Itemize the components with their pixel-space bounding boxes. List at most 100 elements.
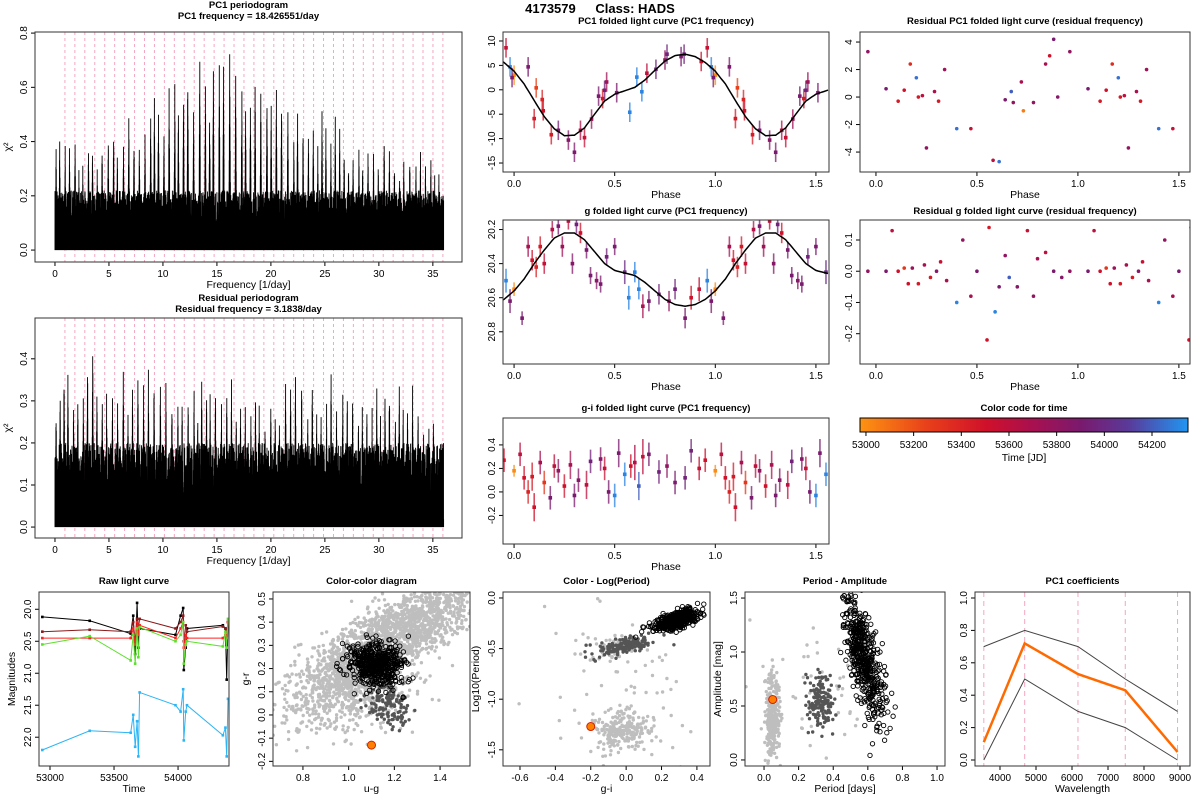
data-point — [433, 601, 437, 606]
data-point — [652, 724, 656, 728]
data-point — [411, 637, 415, 641]
data-point — [405, 603, 409, 608]
data-point — [392, 712, 396, 716]
data-point — [459, 563, 462, 566]
data-point — [379, 726, 383, 730]
y-tick-label: 20.8 — [487, 322, 498, 342]
colorbar-segment — [948, 418, 951, 432]
data-point — [407, 718, 411, 722]
data-point — [602, 466, 607, 471]
data-point — [664, 653, 668, 657]
y-tick-label: -2 — [844, 120, 855, 129]
data-point — [705, 278, 710, 283]
colorbar-segment — [1028, 418, 1031, 432]
data-point — [613, 652, 617, 656]
x-tick-label: 54200 — [1138, 440, 1166, 451]
data-point — [1047, 53, 1052, 58]
data-point — [731, 258, 736, 263]
data-point — [633, 460, 637, 465]
x-tick-label: 0 — [52, 269, 58, 280]
data-point — [634, 743, 638, 748]
y-tick-label: 0.0 — [844, 264, 855, 278]
data-point — [398, 674, 404, 681]
data-point — [328, 666, 333, 671]
data-point — [348, 621, 353, 626]
data-point — [376, 627, 380, 632]
data-point — [405, 661, 411, 667]
data-point — [425, 604, 429, 608]
data-point — [326, 703, 330, 707]
data-point — [135, 601, 139, 605]
data-point — [349, 599, 354, 603]
data-point — [422, 638, 426, 642]
data-point — [542, 261, 547, 266]
data-point — [340, 676, 344, 680]
data-point — [355, 641, 361, 647]
data-point — [604, 638, 608, 643]
colorbar-segment — [1150, 418, 1153, 432]
data-point — [312, 679, 316, 683]
data-point — [412, 595, 417, 599]
y-axis-label: χ² — [2, 142, 14, 152]
data-point — [314, 731, 319, 735]
data-point — [356, 624, 360, 628]
colorbar-segment — [1126, 418, 1129, 432]
data-point — [616, 743, 620, 747]
periodogram-0 — [54, 32, 445, 262]
data-point — [248, 717, 251, 720]
chart-title: g folded light curve (PC1 frequency) — [584, 206, 747, 217]
data-point — [916, 95, 921, 99]
data-point — [442, 642, 446, 647]
data-point — [403, 587, 406, 590]
data-point — [618, 703, 622, 707]
data-point — [376, 644, 382, 650]
data-point — [1059, 275, 1064, 280]
data-point — [285, 718, 289, 722]
data-point — [396, 710, 400, 715]
data-point — [607, 647, 611, 651]
data-point — [1146, 278, 1151, 283]
y-tick-label: 5 — [487, 62, 498, 68]
data-point — [447, 570, 450, 573]
y-tick-label: -15 — [487, 155, 498, 170]
data-point — [471, 552, 474, 555]
data-point — [414, 674, 418, 678]
colorbar-segment — [978, 418, 981, 432]
data-point — [310, 655, 314, 659]
data-point — [330, 658, 334, 663]
colorbar-segment — [958, 418, 961, 432]
data-point — [311, 712, 315, 716]
data-point — [311, 691, 315, 695]
data-point — [320, 698, 325, 703]
data-point — [286, 737, 291, 742]
data-point — [299, 697, 304, 702]
data-point — [321, 676, 325, 680]
data-point — [347, 685, 351, 689]
data-point — [617, 728, 622, 733]
data-point — [311, 708, 315, 713]
data-point — [789, 459, 794, 464]
data-point — [363, 697, 368, 701]
data-point — [407, 688, 412, 692]
data-point — [735, 86, 740, 90]
data-point — [347, 630, 352, 635]
data-point — [1112, 266, 1117, 270]
data-point — [522, 476, 526, 480]
data-point — [335, 652, 339, 656]
data-point — [293, 645, 297, 649]
data-point — [625, 735, 629, 739]
data-point — [399, 720, 403, 724]
chart-title: Residual g folded light curve (residual … — [913, 206, 1136, 217]
data-point — [629, 704, 633, 708]
data-point — [429, 629, 433, 633]
data-point — [627, 636, 632, 640]
data-point — [446, 580, 449, 583]
model-curve — [503, 53, 829, 137]
colorbar-segment — [988, 418, 991, 432]
data-point — [386, 720, 390, 725]
data-point — [625, 732, 629, 736]
data-point — [443, 631, 448, 635]
data-point — [884, 86, 888, 91]
data-point — [630, 623, 635, 627]
